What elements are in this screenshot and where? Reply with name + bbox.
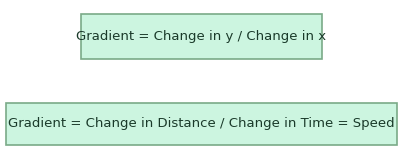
FancyBboxPatch shape	[81, 14, 322, 59]
Text: Gradient = Change in Distance / Change in Time = Speed: Gradient = Change in Distance / Change i…	[8, 117, 395, 130]
FancyBboxPatch shape	[6, 103, 397, 145]
Text: Gradient = Change in y / Change in x: Gradient = Change in y / Change in x	[77, 30, 326, 43]
